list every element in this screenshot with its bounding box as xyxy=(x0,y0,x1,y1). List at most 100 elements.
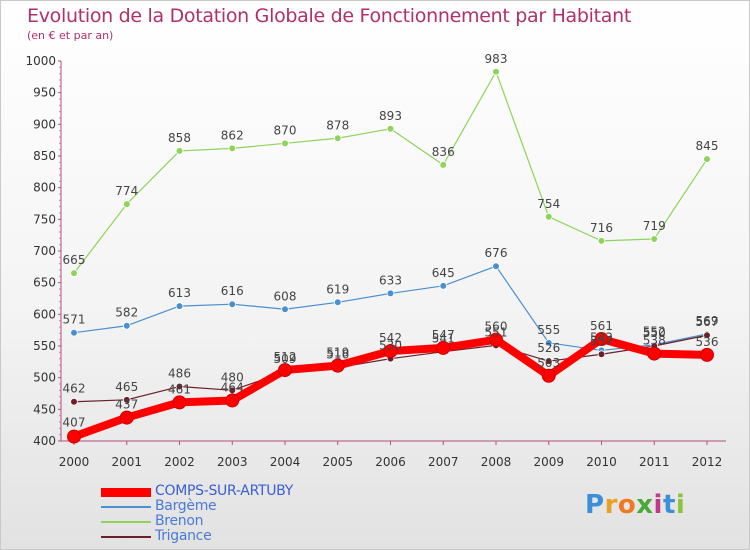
data-point xyxy=(70,328,78,337)
data-point xyxy=(544,213,553,221)
data-label: 774 xyxy=(115,184,138,198)
data-label: 551 xyxy=(485,325,508,339)
data-point xyxy=(70,397,78,406)
data-label: 516 xyxy=(326,348,349,362)
data-label: 878 xyxy=(326,118,349,132)
y-tick-label: 400 xyxy=(33,434,56,448)
legend-swatch xyxy=(101,536,151,538)
data-point xyxy=(172,395,187,410)
data-label: 571 xyxy=(63,313,86,327)
data-point xyxy=(175,382,184,391)
logo-letter: i xyxy=(675,490,686,520)
y-tick-label: 450 xyxy=(33,402,56,416)
data-point xyxy=(281,305,289,314)
data-point xyxy=(597,350,606,359)
data-label: 555 xyxy=(537,323,560,337)
logo-letter: t xyxy=(662,490,676,520)
data-point xyxy=(703,155,711,163)
y-tick-label: 1000 xyxy=(25,54,56,68)
data-point xyxy=(544,339,553,347)
data-point xyxy=(597,237,606,245)
data-label: 542 xyxy=(379,331,402,345)
y-tick-label: 900 xyxy=(33,117,56,131)
data-point xyxy=(386,289,395,298)
x-tick-label: 2005 xyxy=(322,455,353,469)
data-point xyxy=(70,269,78,277)
chart-title: Evolution de la Dotation Globale de Fonc… xyxy=(27,5,632,27)
x-tick-label: 2011 xyxy=(639,455,670,469)
data-point xyxy=(594,332,609,347)
legend-swatch xyxy=(101,487,151,497)
data-label: 870 xyxy=(274,123,297,137)
legend-label: COMPS-SUR-ARTUBY xyxy=(155,483,293,499)
data-point xyxy=(119,410,134,425)
data-label: 569 xyxy=(696,314,719,328)
y-tick-label: 800 xyxy=(33,181,56,195)
y-tick-label: 500 xyxy=(33,371,56,385)
data-point xyxy=(228,144,237,153)
x-tick-label: 2002 xyxy=(164,455,195,469)
y-tick-label: 650 xyxy=(33,276,56,290)
y-tick-label: 550 xyxy=(33,339,56,353)
data-label: 862 xyxy=(221,128,244,142)
data-point xyxy=(225,393,240,408)
data-label: 480 xyxy=(221,370,244,384)
logo-letter: o xyxy=(617,490,637,520)
data-point xyxy=(67,429,81,444)
data-point xyxy=(492,262,500,271)
data-label: 547 xyxy=(432,328,455,342)
data-label: 536 xyxy=(696,335,719,349)
legend-label: Brenon xyxy=(155,513,204,529)
logo-letter: i xyxy=(653,490,663,520)
data-point xyxy=(278,363,292,378)
data-label: 526 xyxy=(537,341,560,355)
data-point xyxy=(492,67,500,76)
data-point xyxy=(383,344,398,359)
logo-letter: x xyxy=(636,490,654,520)
x-tick-label: 2004 xyxy=(270,455,301,469)
data-label: 541 xyxy=(432,332,455,346)
y-tick-label: 850 xyxy=(33,149,56,163)
data-point xyxy=(122,200,131,208)
x-tick-label: 2003 xyxy=(217,455,248,469)
data-label: 560 xyxy=(485,320,508,334)
data-label: 537 xyxy=(590,334,613,348)
data-label: 836 xyxy=(432,145,455,159)
data-point xyxy=(122,396,131,404)
data-point xyxy=(439,161,448,169)
data-label: 645 xyxy=(432,266,455,280)
y-tick-label: 600 xyxy=(33,307,56,321)
data-label: 845 xyxy=(696,139,719,153)
data-label: 550 xyxy=(643,326,666,340)
data-label: 462 xyxy=(63,382,86,396)
data-point xyxy=(122,321,131,330)
data-label: 676 xyxy=(485,246,508,260)
data-point xyxy=(330,358,345,373)
x-tick-label: 2012 xyxy=(692,455,723,469)
x-tick-label: 2008 xyxy=(481,455,512,469)
x-tick-label: 2001 xyxy=(111,455,142,469)
data-label: 633 xyxy=(379,273,402,287)
data-label: 754 xyxy=(537,197,560,211)
data-point xyxy=(489,332,503,347)
data-label: 552 xyxy=(643,325,666,339)
y-tick-label: 950 xyxy=(33,86,56,100)
data-label: 983 xyxy=(485,52,508,66)
data-point xyxy=(333,134,342,143)
data-label: 619 xyxy=(326,282,349,296)
data-label: 464 xyxy=(221,380,244,394)
data-label: 719 xyxy=(643,219,666,233)
data-point xyxy=(175,147,184,155)
y-tick-label: 750 xyxy=(33,212,56,226)
chart-subtitle: (en € et par an) xyxy=(27,29,114,42)
x-tick-label: 2006 xyxy=(375,455,406,469)
data-label: 613 xyxy=(168,286,191,300)
y-tick-label: 700 xyxy=(33,244,56,258)
data-point xyxy=(703,331,711,340)
data-point xyxy=(647,346,662,361)
series-lines xyxy=(67,67,714,444)
data-label: 530 xyxy=(379,339,402,353)
data-label: 512 xyxy=(274,350,297,364)
